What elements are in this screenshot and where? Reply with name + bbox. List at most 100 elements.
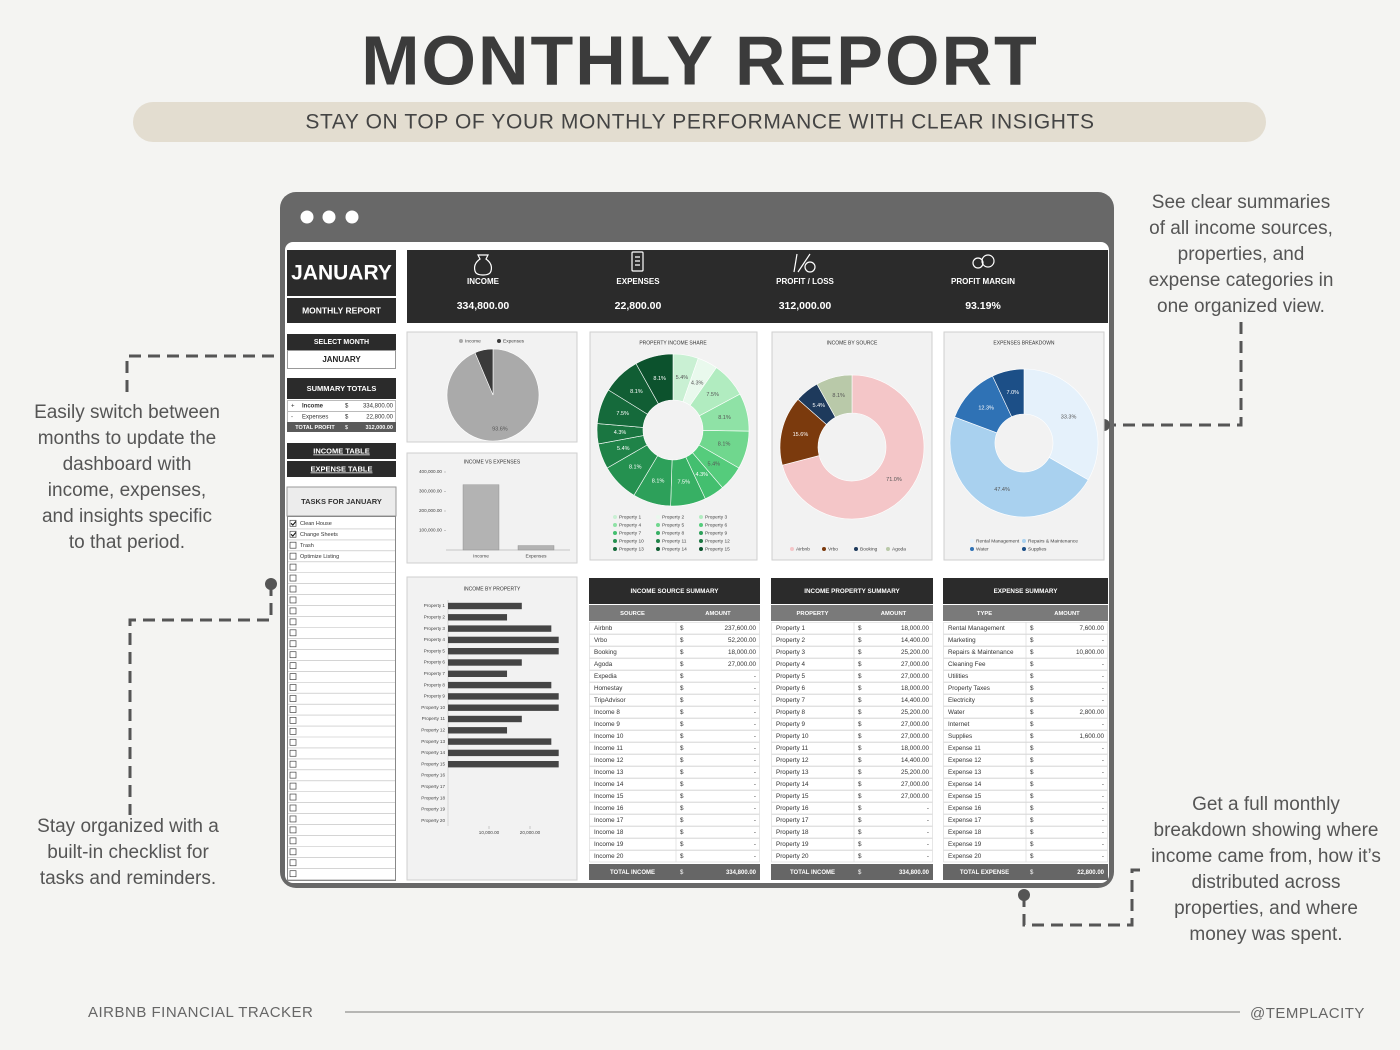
nav-link[interactable]: INCOME TABLE [313, 446, 370, 455]
task-checkbox[interactable] [289, 585, 297, 593]
legend-swatch [699, 547, 703, 551]
legend-label: Property 5 [662, 523, 684, 529]
nav-link[interactable]: EXPENSE TABLE [311, 464, 373, 473]
month-dropdown-value[interactable]: JANUARY [322, 355, 361, 364]
table-amount: 27,000.00 [901, 673, 930, 680]
task-check[interactable] [290, 532, 297, 537]
table-currency: $ [858, 685, 862, 692]
task-checkbox[interactable] [289, 738, 297, 746]
table-currency: $ [1030, 733, 1034, 740]
task-checkbox[interactable] [289, 717, 297, 724]
table-cell: Agoda [594, 661, 613, 668]
table-row [771, 766, 933, 779]
table-row [771, 754, 933, 767]
task-checkbox[interactable] [289, 629, 297, 637]
table-cell: Cleaning Fee [948, 661, 986, 668]
table-cell: TripAdvisor [594, 697, 626, 704]
month-dropdown[interactable] [287, 350, 396, 369]
table-row [589, 694, 760, 707]
task-checkbox[interactable] [289, 859, 297, 867]
task-label: Clean House [300, 521, 332, 527]
table-currency: $ [680, 673, 684, 680]
total-amount: 334,800.00 [726, 870, 757, 876]
task-checkbox[interactable] [289, 574, 297, 582]
task-check[interactable] [290, 521, 297, 526]
legend-label: Airbnb [796, 547, 810, 553]
footer-right: @TEMPLACITY [1250, 1005, 1365, 1022]
table-cell: Property 15 [776, 793, 809, 800]
slice-label: 33.3% [1061, 415, 1077, 421]
table-row [589, 634, 760, 647]
task-checkbox[interactable] [289, 684, 297, 691]
task-checkbox[interactable] [289, 782, 297, 790]
y-tick-label: Property 16 [421, 773, 445, 778]
table-cell: Expense 15 [948, 793, 982, 800]
pie-slice [992, 368, 1025, 418]
table-cell: Expense 12 [948, 757, 982, 764]
callout-line: income came from, how it’s [1151, 846, 1381, 867]
table-header [943, 578, 1108, 604]
task-checkbox[interactable] [289, 563, 297, 571]
task-checkbox[interactable] [289, 826, 297, 834]
table-row [771, 802, 933, 815]
task-checkbox[interactable] [289, 596, 297, 604]
table-currency: $ [680, 757, 684, 764]
task-checkbox[interactable] [289, 870, 297, 878]
legend-swatch [699, 539, 703, 543]
summary-amount: 22,800.00 [366, 415, 393, 421]
y-tick-label: 300,000.00 [419, 489, 442, 494]
task-checkbox[interactable] [289, 749, 297, 757]
connector [1022, 868, 1140, 927]
y-tick-label: Property 12 [421, 728, 445, 733]
task-checkbox[interactable] [289, 848, 297, 856]
table-title: INCOME SOURCE SUMMARY [631, 588, 720, 595]
table-cell: Property 18 [776, 829, 809, 836]
task-checkbox[interactable] [289, 760, 297, 768]
table-amount: - [754, 805, 756, 812]
table-currency: $ [858, 829, 862, 836]
callout-line: See clear summaries [1152, 192, 1330, 213]
task-checkbox[interactable] [289, 837, 297, 845]
legend-swatch [970, 547, 974, 551]
task-checkbox[interactable] [289, 727, 297, 735]
nav-link-button[interactable] [287, 443, 396, 459]
task-checkbox[interactable] [289, 771, 297, 779]
legend-label: Property 14 [662, 547, 687, 553]
task-checkbox[interactable] [289, 541, 297, 549]
task-checkbox[interactable] [289, 695, 297, 702]
window-dot [345, 210, 359, 224]
table-currency: $ [680, 769, 684, 776]
table-currency: $ [1030, 853, 1034, 860]
summary-currency: $ [345, 415, 349, 421]
task-checkbox[interactable] [289, 662, 297, 670]
task-checkbox[interactable] [289, 815, 297, 823]
nav-link-button[interactable] [287, 461, 396, 477]
table-amount: 18,000.00 [901, 745, 930, 752]
table-cell: Income 17 [594, 817, 624, 824]
table-amount: 27,000.00 [901, 733, 930, 740]
table-amount: - [927, 841, 929, 848]
legend-label: Rental Management [976, 539, 1020, 545]
task-checkbox[interactable] [289, 607, 297, 615]
task-checkbox[interactable] [289, 673, 297, 680]
callout-line: one organized view. [1157, 296, 1325, 317]
task-checkbox[interactable] [289, 793, 297, 801]
task-checkbox[interactable] [289, 530, 297, 538]
task-checkbox[interactable] [289, 618, 297, 626]
task-checkbox[interactable] [289, 804, 297, 812]
table-cell: Property 14 [776, 781, 809, 788]
task-checkbox[interactable] [289, 706, 297, 713]
task-checkbox[interactable] [289, 519, 297, 527]
column-header [589, 605, 760, 621]
icon-receipt [631, 251, 644, 272]
task-checkbox[interactable] [289, 640, 297, 648]
table-currency: $ [858, 625, 862, 632]
table-currency: $ [858, 661, 862, 668]
task-checkbox[interactable] [289, 552, 297, 560]
table-row [771, 850, 933, 863]
y-tick-label: Property 7 [424, 671, 446, 676]
task-checkbox[interactable] [289, 651, 297, 659]
legend-swatch [1022, 539, 1026, 543]
legend-label: Supplies [1028, 547, 1047, 553]
legend-swatch [497, 339, 501, 343]
